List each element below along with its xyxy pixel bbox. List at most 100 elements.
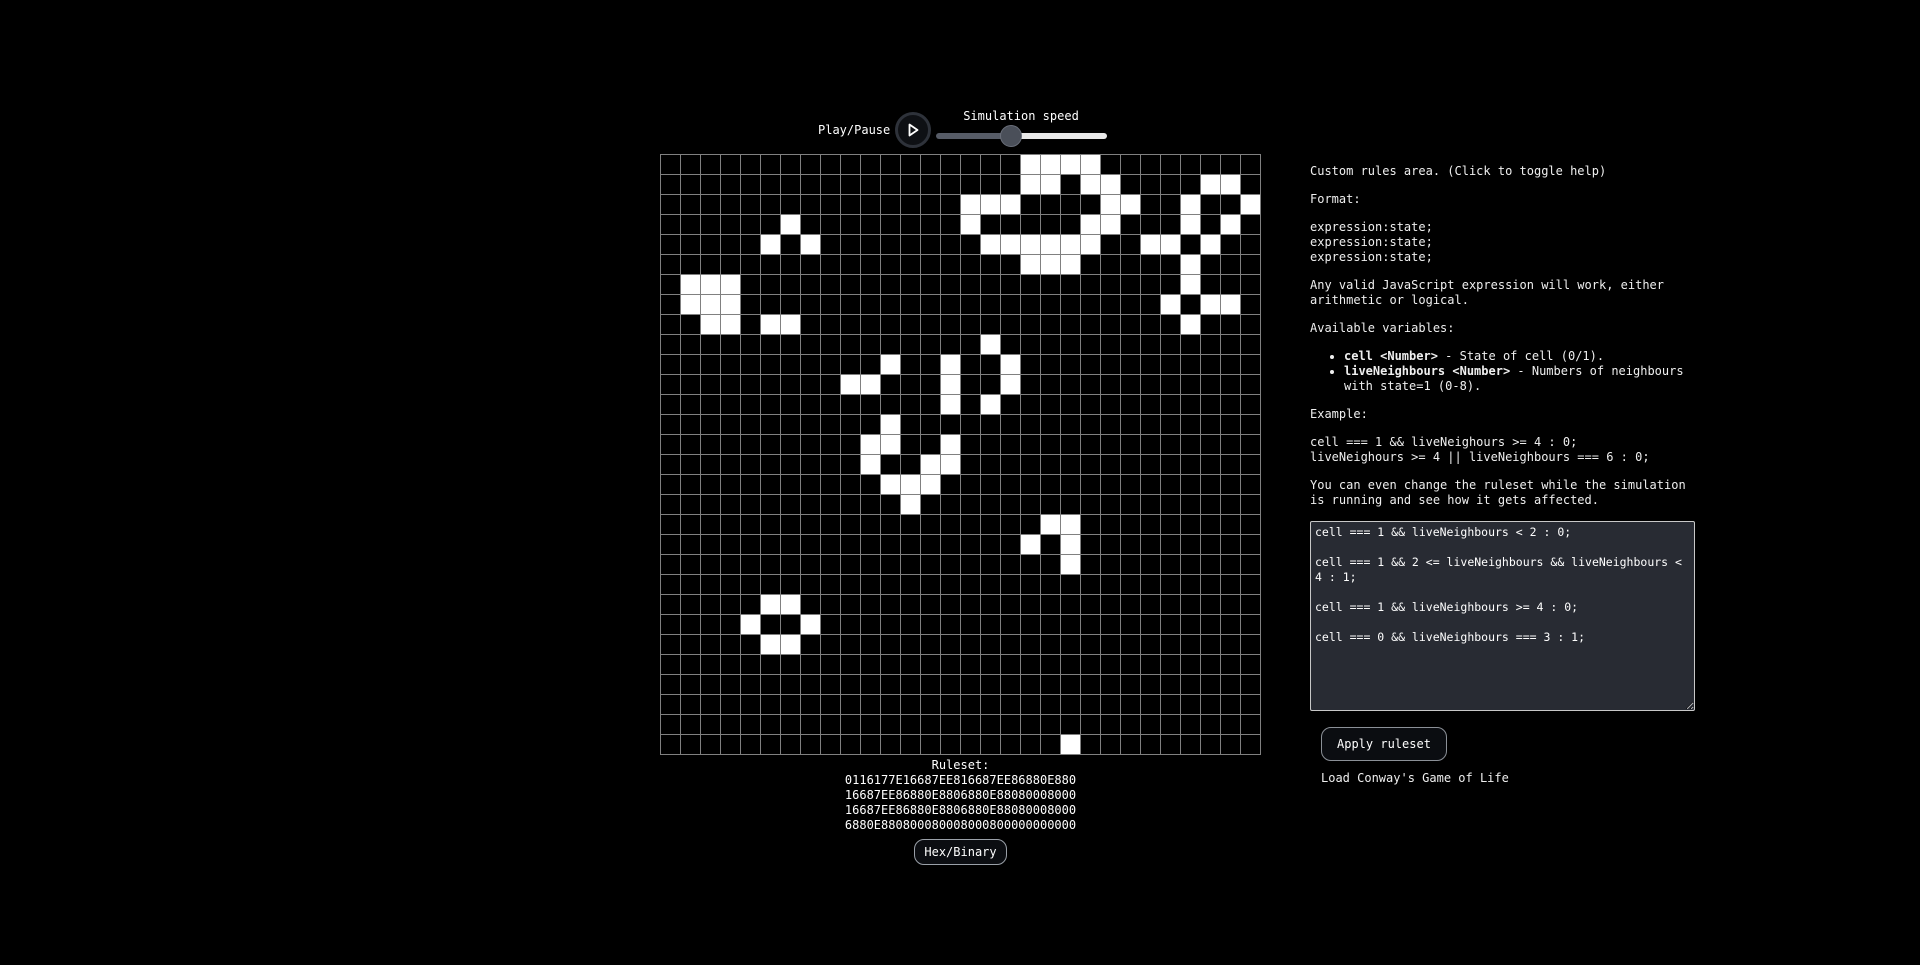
grid-cell[interactable] [841,315,861,335]
grid-cell[interactable] [961,195,981,215]
grid-cell[interactable] [841,435,861,455]
grid-cell[interactable] [981,175,1001,195]
grid-cell[interactable] [1241,735,1261,755]
grid-cell[interactable] [801,575,821,595]
grid-cell[interactable] [1001,355,1021,375]
grid-cell[interactable] [861,595,881,615]
grid-cell[interactable] [721,155,741,175]
grid-cell[interactable] [921,675,941,695]
grid-cell[interactable] [801,695,821,715]
grid-cell[interactable] [961,435,981,455]
grid-cell[interactable] [1221,155,1241,175]
grid-cell[interactable] [781,735,801,755]
grid-cell[interactable] [841,155,861,175]
grid-cell[interactable] [921,275,941,295]
grid-cell[interactable] [701,295,721,315]
grid-cell[interactable] [721,255,741,275]
grid-cell[interactable] [801,555,821,575]
grid-cell[interactable] [701,695,721,715]
grid-cell[interactable] [1241,415,1261,435]
grid-cell[interactable] [741,495,761,515]
grid-cell[interactable] [1101,275,1121,295]
grid-cell[interactable] [741,555,761,575]
grid-cell[interactable] [681,315,701,335]
grid-cell[interactable] [1101,175,1121,195]
grid-cell[interactable] [1041,735,1061,755]
grid-cell[interactable] [1141,395,1161,415]
grid-cell[interactable] [781,375,801,395]
grid-cell[interactable] [941,335,961,355]
grid-cell[interactable] [1221,295,1241,315]
grid-cell[interactable] [961,495,981,515]
grid-cell[interactable] [821,595,841,615]
grid-cell[interactable] [1061,735,1081,755]
grid-cell[interactable] [1181,215,1201,235]
grid-cell[interactable] [821,475,841,495]
grid-cell[interactable] [961,315,981,335]
grid-cell[interactable] [1081,255,1101,275]
grid-cell[interactable] [701,255,721,275]
grid-cell[interactable] [1121,675,1141,695]
grid-cell[interactable] [1021,435,1041,455]
grid-cell[interactable] [1161,335,1181,355]
grid-cell[interactable] [1181,535,1201,555]
grid-cell[interactable] [961,455,981,475]
grid-cell[interactable] [1161,575,1181,595]
grid-cell[interactable] [1061,635,1081,655]
grid-cell[interactable] [1121,435,1141,455]
grid-cell[interactable] [1241,195,1261,215]
grid-cell[interactable] [1041,355,1061,375]
grid-cell[interactable] [1101,655,1121,675]
grid-cell[interactable] [1021,195,1041,215]
grid-cell[interactable] [1021,315,1041,335]
grid-cell[interactable] [761,275,781,295]
grid-cell[interactable] [1081,335,1101,355]
grid-cell[interactable] [1181,155,1201,175]
grid-cell[interactable] [1141,435,1161,455]
grid-cell[interactable] [801,435,821,455]
grid-cell[interactable] [1201,695,1221,715]
grid-cell[interactable] [1041,155,1061,175]
grid-cell[interactable] [1081,375,1101,395]
grid-cell[interactable] [1161,435,1181,455]
grid-cell[interactable] [741,455,761,475]
grid-cell[interactable] [721,275,741,295]
grid-cell[interactable] [981,715,1001,735]
grid-cell[interactable] [661,675,681,695]
grid-cell[interactable] [661,595,681,615]
grid-cell[interactable] [1001,455,1021,475]
grid-cell[interactable] [801,635,821,655]
grid-cell[interactable] [681,295,701,315]
grid-cell[interactable] [1241,715,1261,735]
grid-cell[interactable] [961,415,981,435]
grid-cell[interactable] [781,335,801,355]
grid-cell[interactable] [1061,395,1081,415]
grid-cell[interactable] [1041,235,1061,255]
grid-cell[interactable] [1101,295,1121,315]
grid-cell[interactable] [701,435,721,455]
grid-cell[interactable] [821,655,841,675]
grid-cell[interactable] [661,295,681,315]
grid-cell[interactable] [721,635,741,655]
grid-cell[interactable] [681,195,701,215]
grid-cell[interactable] [741,255,761,275]
grid-cell[interactable] [681,255,701,275]
grid-cell[interactable] [861,475,881,495]
grid-cell[interactable] [741,375,761,395]
grid-cell[interactable] [1061,195,1081,215]
grid-cell[interactable] [761,635,781,655]
grid-cell[interactable] [1241,255,1261,275]
grid-cell[interactable] [801,735,821,755]
grid-cell[interactable] [841,495,861,515]
grid-cell[interactable] [741,275,761,295]
grid-cell[interactable] [1121,635,1141,655]
grid-cell[interactable] [1021,595,1041,615]
grid-cell[interactable] [821,615,841,635]
hex-binary-toggle-button[interactable]: Hex/Binary [914,839,1007,865]
grid-cell[interactable] [821,215,841,235]
grid-cell[interactable] [1101,475,1121,495]
grid-cell[interactable] [681,595,701,615]
grid-cell[interactable] [841,695,861,715]
grid-cell[interactable] [841,595,861,615]
grid-cell[interactable] [781,195,801,215]
